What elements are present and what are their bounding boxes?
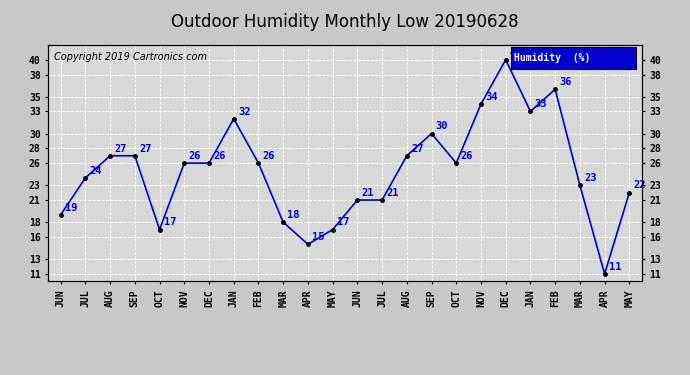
Text: 33: 33 — [535, 99, 547, 109]
Text: 26: 26 — [460, 151, 473, 161]
Text: 26: 26 — [188, 151, 201, 161]
Text: 19: 19 — [65, 202, 77, 213]
Text: 27: 27 — [115, 144, 127, 154]
Text: 18: 18 — [287, 210, 300, 220]
Text: 21: 21 — [386, 188, 399, 198]
Text: 23: 23 — [584, 173, 597, 183]
Text: 21: 21 — [362, 188, 374, 198]
Text: 11: 11 — [609, 262, 621, 272]
Text: 27: 27 — [139, 144, 152, 154]
Text: Copyright 2019 Cartronics.com: Copyright 2019 Cartronics.com — [55, 52, 207, 62]
Text: 34: 34 — [485, 92, 497, 102]
Text: 17: 17 — [164, 217, 176, 227]
Text: 26: 26 — [213, 151, 226, 161]
Text: 24: 24 — [90, 166, 102, 176]
Text: 40: 40 — [510, 48, 522, 58]
Text: 32: 32 — [238, 106, 250, 117]
Text: Humidity  (%): Humidity (%) — [514, 53, 591, 63]
Text: 30: 30 — [435, 122, 448, 131]
Text: 17: 17 — [337, 217, 349, 227]
Text: 22: 22 — [633, 180, 646, 190]
FancyBboxPatch shape — [511, 47, 635, 69]
Text: Outdoor Humidity Monthly Low 20190628: Outdoor Humidity Monthly Low 20190628 — [171, 13, 519, 31]
Text: 36: 36 — [560, 77, 572, 87]
Text: 27: 27 — [411, 144, 424, 154]
Text: 15: 15 — [312, 232, 324, 242]
Text: 26: 26 — [263, 151, 275, 161]
